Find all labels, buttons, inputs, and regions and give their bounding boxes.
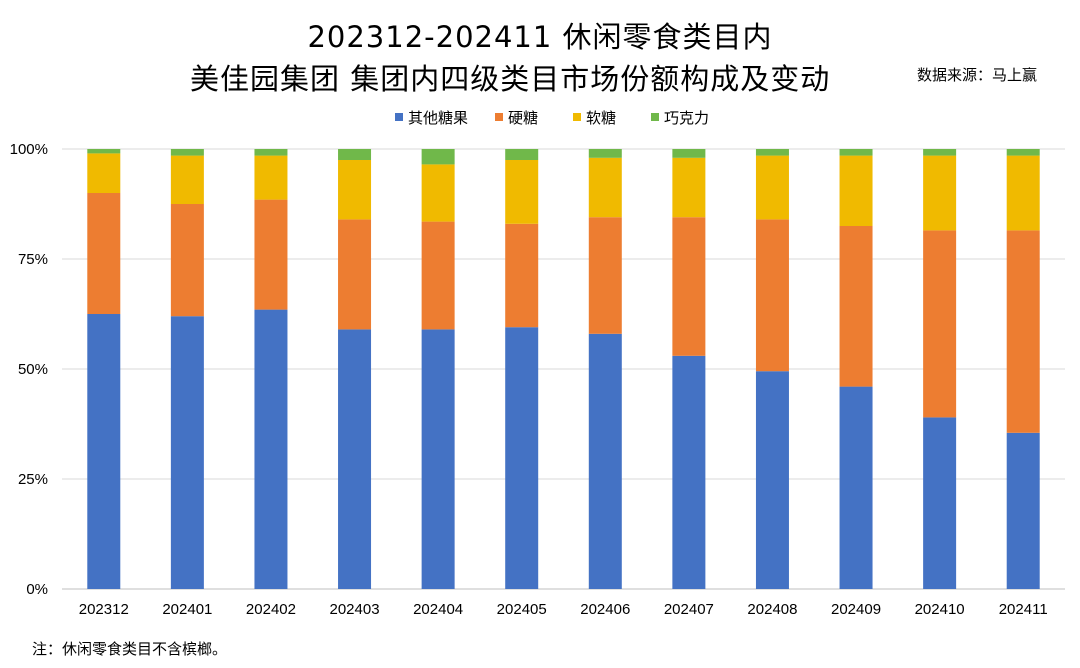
bar-segment (338, 149, 372, 160)
legend-label: 硬糖 (508, 110, 538, 127)
x-tick-label: 202407 (664, 601, 714, 618)
bar-segment (505, 160, 539, 224)
bar-segment (254, 199, 288, 310)
x-tick-label: 202401 (162, 601, 212, 618)
bar-segment (839, 149, 873, 156)
bar-segment (170, 316, 204, 589)
bar-segment (588, 157, 622, 218)
legend-label: 软糖 (586, 110, 616, 127)
bar-segment (1006, 230, 1040, 433)
legend-label: 巧克力 (664, 110, 709, 127)
y-tick-label: 75% (18, 251, 48, 268)
legend-swatch (395, 113, 403, 121)
x-tick-label: 202408 (747, 601, 797, 618)
y-tick-label: 50% (18, 361, 48, 378)
legend-swatch (573, 113, 581, 121)
bar-segment (338, 219, 372, 330)
y-tick-label: 0% (26, 581, 48, 598)
legend-swatch (495, 113, 503, 121)
data-source: 数据来源：马上赢 (917, 66, 1038, 84)
x-tick-label: 202403 (330, 601, 380, 618)
bar-segment (421, 221, 455, 330)
bar-segment (87, 193, 121, 314)
bar-segment (87, 153, 121, 193)
bar-segment (170, 155, 204, 204)
bar-segment (755, 371, 789, 589)
bar-segment (421, 164, 455, 222)
bar-segment (755, 149, 789, 156)
bar-segment (338, 160, 372, 220)
x-tick-label: 202411 (999, 601, 1048, 618)
bar-segment (672, 149, 706, 158)
bar-segment (1006, 149, 1040, 156)
y-tick-label: 25% (18, 471, 48, 488)
bar-segment (421, 149, 455, 165)
bar-segment (170, 149, 204, 156)
bar-segment (923, 417, 957, 589)
bar-segment (839, 226, 873, 387)
bar-segment (87, 314, 121, 589)
bar-segment (254, 149, 288, 156)
bar-segment (254, 155, 288, 200)
bar-segment (170, 204, 204, 317)
x-tick-label: 202402 (246, 601, 296, 618)
bar-segment (923, 149, 957, 156)
y-axis: 0% 25% 50% 75% 100% (10, 141, 48, 598)
bar-segment (87, 149, 121, 154)
x-tick-label: 202405 (497, 601, 547, 618)
x-tick-label: 202410 (915, 601, 965, 618)
footnote: 注：休闲零食类目不含槟榔。 (32, 640, 228, 658)
bar-segment (1006, 155, 1040, 231)
legend: 其他糖果 硬糖 软糖 巧克力 (395, 110, 709, 127)
x-tick-label: 202312 (79, 601, 129, 618)
bar-segment (839, 386, 873, 589)
bar-segment (421, 329, 455, 589)
bar-segment (588, 149, 622, 158)
bar-segment (1006, 432, 1040, 589)
bar-segment (338, 329, 372, 589)
bar-segment (755, 155, 789, 220)
bar-segment (672, 355, 706, 589)
bar-segment (755, 219, 789, 372)
bars (87, 149, 1040, 589)
bar-segment (923, 155, 957, 231)
legend-swatch (651, 113, 659, 121)
bar-segment (505, 327, 539, 589)
x-tick-label: 202409 (831, 601, 881, 618)
legend-label: 其他糖果 (408, 110, 468, 127)
bar-segment (254, 309, 288, 589)
bar-segment (588, 217, 622, 334)
bar-segment (672, 217, 706, 356)
y-tick-label: 100% (10, 141, 48, 158)
bar-segment (672, 157, 706, 218)
x-tick-label: 202404 (413, 601, 463, 618)
bar-segment (505, 223, 539, 328)
x-tick-label: 202406 (580, 601, 630, 618)
bar-segment (923, 230, 957, 418)
bar-segment (505, 149, 539, 160)
chart-subtitle: 美佳园集团 集团内四级类目市场份额构成及变动 (190, 62, 831, 96)
chart-title: 202312-202411 休闲零食类目内 (307, 20, 773, 54)
x-axis: 202312 202401 202402 202403 202404 202405 2024… (79, 601, 1048, 618)
bar-segment (588, 333, 622, 589)
gridlines (62, 148, 1065, 590)
bar-segment (839, 155, 873, 226)
